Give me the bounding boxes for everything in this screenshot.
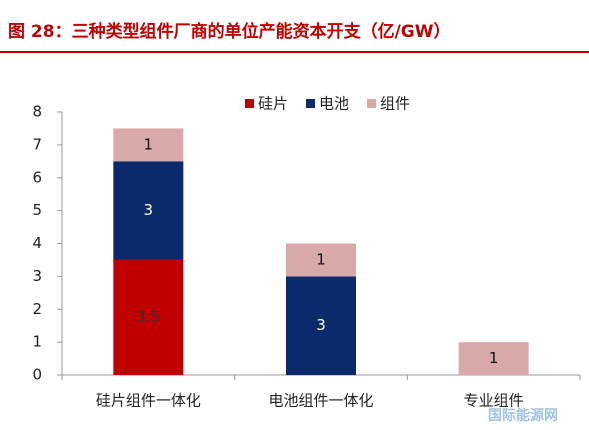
legend-swatch xyxy=(367,99,377,108)
bar-segment xyxy=(286,276,356,375)
data-label: 1 xyxy=(144,135,154,153)
x-tick-label: 专业组件 xyxy=(464,392,524,410)
data-label: 1 xyxy=(316,250,326,268)
bar-segment xyxy=(458,342,529,375)
y-tick-label: 3 xyxy=(32,267,42,285)
chart-title: 图 28：三种类型组件厂商的单位产能资本开支（亿/GW） xyxy=(8,21,451,42)
x-tick-label: 硅片组件一体化 xyxy=(96,392,201,410)
legend-swatch xyxy=(306,99,316,108)
data-label: 3 xyxy=(316,316,326,334)
bar-segment xyxy=(113,259,184,375)
data-label: 1 xyxy=(489,349,499,367)
y-tick-label: 1 xyxy=(32,333,42,351)
watermark: 国际能源网 xyxy=(488,407,558,424)
y-tick-label: 5 xyxy=(32,201,42,219)
legend-label: 电池 xyxy=(319,95,349,113)
data-label: 3.5 xyxy=(136,308,160,326)
legend-label: 硅片 xyxy=(258,95,288,113)
y-tick-label: 6 xyxy=(32,168,42,186)
y-tick-label: 2 xyxy=(32,300,42,318)
y-tick-label: 7 xyxy=(32,135,42,153)
x-tick-label: 电池组件一体化 xyxy=(268,392,373,410)
bar-segment xyxy=(286,243,356,277)
bar-segment xyxy=(113,161,184,260)
legend-swatch xyxy=(245,99,254,108)
bar-segment xyxy=(113,128,184,162)
y-tick-label: 0 xyxy=(32,366,42,384)
y-tick-label: 8 xyxy=(32,103,42,121)
data-label: 3 xyxy=(144,201,154,219)
y-tick-label: 4 xyxy=(32,234,42,252)
legend-label: 组件 xyxy=(380,95,410,113)
